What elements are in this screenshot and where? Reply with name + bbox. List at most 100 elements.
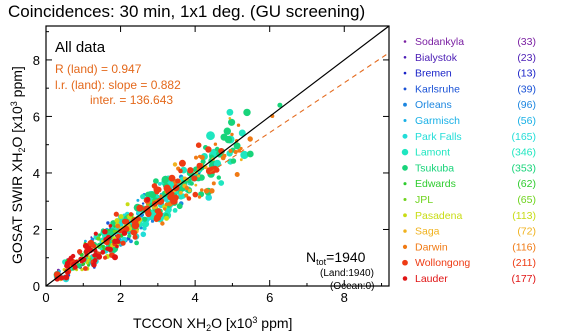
- legend-marker: [403, 229, 407, 233]
- data-point: [184, 193, 189, 198]
- legend-count: (65): [517, 194, 536, 206]
- data-point: [205, 167, 214, 175]
- x-tick-label: 0: [42, 290, 49, 305]
- legend-count: (116): [512, 241, 536, 253]
- data-point: [145, 210, 152, 217]
- data-point: [93, 231, 98, 236]
- data-point: [151, 183, 158, 189]
- legend-marker: [403, 118, 407, 123]
- data-point: [113, 211, 119, 217]
- legend-marker: [401, 148, 409, 156]
- data-point: [122, 218, 128, 225]
- data-point: [154, 189, 160, 195]
- data-point: [239, 146, 243, 151]
- data-point: [164, 215, 169, 221]
- data-point: [197, 195, 202, 199]
- data-point: [236, 123, 241, 127]
- data-point: [194, 183, 198, 187]
- data-point: [142, 216, 148, 222]
- legend-marker: [403, 87, 407, 91]
- y-tick-label: 4: [33, 166, 40, 181]
- data-point: [121, 230, 128, 236]
- legend-marker: [402, 276, 408, 281]
- legend-count: (353): [511, 162, 536, 174]
- legend-label: Bialystok: [415, 52, 458, 64]
- data-point: [205, 194, 212, 201]
- regression-slope: l.r. (land): slope = 0.882: [55, 78, 181, 92]
- data-point: [145, 196, 151, 203]
- data-point: [196, 162, 203, 169]
- data-point: [128, 212, 134, 217]
- data-point: [76, 263, 82, 269]
- data-point: [176, 203, 183, 210]
- legend-count: (211): [512, 257, 536, 269]
- data-point: [131, 230, 138, 236]
- legend-marker: [402, 259, 408, 266]
- data-point: [178, 190, 183, 195]
- legend-label: JPL: [415, 194, 433, 206]
- data-point: [92, 258, 98, 263]
- data-point: [223, 127, 231, 135]
- data-point: [247, 136, 253, 142]
- y-tick-label: 6: [33, 109, 40, 124]
- data-point: [125, 202, 130, 207]
- data-point: [186, 196, 192, 201]
- n-total: Ntot=1940: [306, 249, 366, 267]
- data-point: [213, 142, 218, 146]
- legend-count: (177): [511, 273, 536, 285]
- data-point: [230, 158, 237, 164]
- data-point: [108, 224, 113, 228]
- data-point: [153, 178, 159, 185]
- data-point: [197, 174, 201, 178]
- data-points: [53, 102, 283, 283]
- data-point: [115, 223, 121, 229]
- data-point: [178, 159, 186, 167]
- data-point: [136, 204, 144, 212]
- data-point: [160, 221, 165, 226]
- legend-marker: [403, 102, 407, 107]
- data-point: [65, 270, 70, 275]
- legend-label: Wollongong: [415, 257, 470, 269]
- data-point: [195, 142, 202, 148]
- data-point: [127, 233, 132, 238]
- data-point: [228, 148, 233, 153]
- data-point: [63, 274, 70, 281]
- data-point: [112, 229, 116, 233]
- legend-marker: [403, 182, 407, 186]
- data-point: [83, 266, 88, 271]
- y-tick-label: 0: [33, 279, 40, 294]
- data-point: [198, 154, 202, 159]
- data-point: [115, 233, 121, 239]
- legend-count: (346): [511, 147, 536, 159]
- data-point: [96, 253, 103, 260]
- data-point: [168, 174, 176, 182]
- data-point: [233, 149, 238, 155]
- legend-count: (39): [517, 83, 536, 95]
- legend-count: (33): [517, 36, 536, 48]
- data-point: [172, 208, 178, 213]
- legend-marker: [403, 197, 407, 202]
- legend-count: (113): [512, 210, 536, 222]
- data-point: [233, 142, 241, 150]
- data-point: [230, 132, 234, 137]
- data-point: [118, 214, 124, 219]
- legend-count: (72): [517, 226, 536, 238]
- chart-title: Coincidences: 30 min, 1x1 deg. (GU scree…: [8, 2, 366, 21]
- data-point: [87, 239, 95, 248]
- legend-label: Karlsruhe: [415, 83, 460, 95]
- legend-count: (62): [517, 178, 536, 190]
- legend-marker: [402, 244, 408, 249]
- legend-count: (56): [517, 115, 536, 127]
- data-point: [154, 214, 162, 222]
- data-point: [238, 129, 246, 137]
- data-point: [170, 197, 178, 205]
- data-point: [216, 175, 221, 180]
- legend-label: Orleans: [415, 99, 452, 111]
- data-point: [234, 172, 240, 177]
- legend-marker: [403, 71, 407, 75]
- legend-count: (23): [517, 52, 536, 64]
- data-point: [203, 188, 210, 194]
- data-point: [68, 255, 74, 261]
- legend-label: Tsukuba: [415, 162, 454, 174]
- data-point: [100, 249, 106, 255]
